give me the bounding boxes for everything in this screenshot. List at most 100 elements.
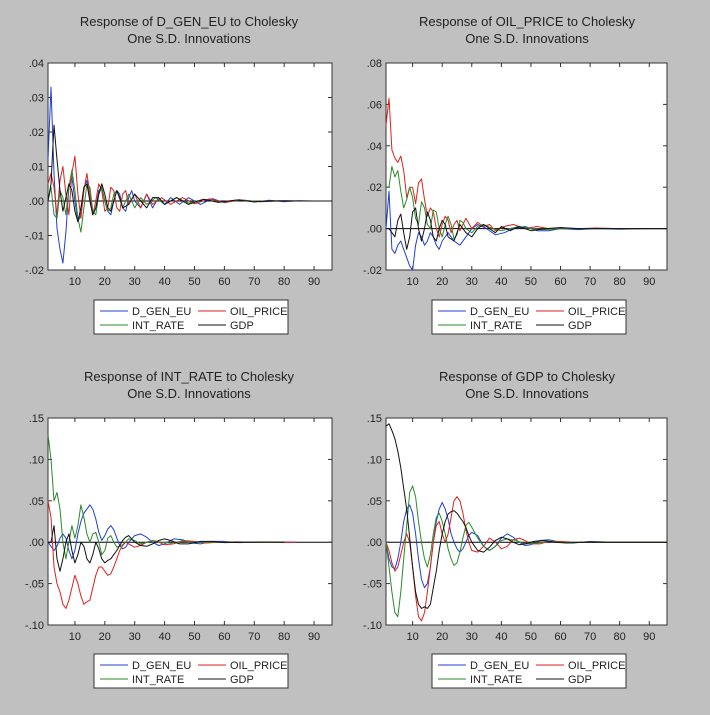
- y-tick-label: .05: [29, 496, 44, 508]
- x-tick-label: 90: [643, 276, 655, 288]
- chart-title: Response of D_GEN_EU to Cholesky: [80, 14, 299, 29]
- series-line-gdp: [386, 207, 667, 250]
- y-tick-label: .00: [29, 196, 44, 208]
- series-line-d-gen-eu: [385, 190, 667, 271]
- y-tick-label: -.10: [25, 620, 44, 632]
- y-tick-label: -.01: [25, 231, 44, 243]
- legend-box: [431, 653, 627, 689]
- legend: D_GEN_EU OIL_PRICE INT_RATE GDP: [93, 299, 289, 335]
- legend-label: OIL_PRICE: [568, 660, 625, 672]
- x-tick-label: 90: [308, 276, 320, 288]
- series-line-gdp: [48, 525, 285, 572]
- x-tick-label: 60: [554, 276, 566, 288]
- legend-label: INT_RATE: [470, 674, 522, 686]
- chart-subtitle: One S.D. Innovations: [465, 31, 589, 46]
- y-tick-label: .04: [29, 58, 44, 70]
- x-tick-label: 30: [129, 631, 141, 643]
- y-tick-label: -.10: [363, 620, 382, 632]
- series-line-d-gen-eu: [47, 504, 297, 560]
- legend-label: D_GEN_EU: [132, 660, 191, 672]
- y-tick-label: -.05: [363, 579, 382, 591]
- x-tick-label: 70: [248, 276, 260, 288]
- legend-label: GDP: [568, 674, 592, 686]
- x-tick-label: 40: [495, 631, 507, 643]
- series-line-oil-price: [385, 496, 667, 622]
- x-tick-label: 40: [495, 276, 507, 288]
- series-line-int-rate: [47, 169, 332, 233]
- y-tick-label: .00: [367, 537, 382, 549]
- series-line-oil-price: [47, 500, 297, 609]
- x-tick-label: 80: [614, 276, 626, 288]
- series-line-gdp: [47, 124, 332, 223]
- x-tick-label: 10: [406, 276, 418, 288]
- chart-panel-4: Response of GDP to Cholesky One S.D. Inno…: [363, 369, 668, 689]
- x-tick-label: 50: [188, 631, 200, 643]
- y-tick-label: .01: [29, 162, 44, 174]
- y-tick-label: .06: [367, 99, 382, 111]
- chart-panel-3: Response of INT_RATE to Cholesky One S.D.…: [25, 369, 333, 689]
- x-tick-label: 60: [554, 631, 566, 643]
- y-tick-label: .15: [29, 413, 44, 425]
- chart-subtitle: One S.D. Innovations: [127, 386, 251, 401]
- chart-subtitle: One S.D. Innovations: [465, 386, 589, 401]
- chart-subtitle: One S.D. Innovations: [127, 31, 251, 46]
- legend-label: GDP: [230, 320, 254, 332]
- chart-title: Response of OIL_PRICE to Cholesky: [419, 14, 636, 29]
- x-tick-label: 50: [525, 276, 537, 288]
- x-tick-label: 70: [584, 276, 596, 288]
- x-tick-label: 80: [278, 276, 290, 288]
- x-tick-label: 40: [158, 631, 170, 643]
- series-line-oil-price: [47, 155, 332, 219]
- legend-label: D_GEN_EU: [470, 306, 529, 318]
- x-tick-label: 10: [69, 631, 81, 643]
- plot-area: [385, 417, 668, 626]
- y-tick-label: .00: [29, 537, 44, 549]
- y-tick-label: .10: [367, 454, 382, 466]
- plot-area: [47, 62, 333, 271]
- y-tick-label: -.02: [25, 265, 44, 277]
- series-line-int-rate: [386, 166, 667, 240]
- y-tick-label: .05: [367, 496, 382, 508]
- series-line-gdp: [385, 423, 667, 609]
- x-tick-label: 80: [278, 631, 290, 643]
- legend-label: D_GEN_EU: [470, 660, 529, 672]
- x-tick-label: 60: [218, 631, 230, 643]
- y-tick-label: .08: [367, 58, 382, 70]
- x-tick-label: 30: [466, 631, 478, 643]
- x-tick-label: 50: [525, 631, 537, 643]
- y-tick-label: .10: [29, 454, 44, 466]
- x-tick-label: 30: [129, 276, 141, 288]
- x-tick-label: 70: [248, 631, 260, 643]
- legend-box: [431, 299, 627, 335]
- x-tick-label: 10: [406, 631, 418, 643]
- legend: D_GEN_EU OIL_PRICE INT_RATE GDP: [431, 653, 627, 689]
- x-tick-label: 30: [466, 276, 478, 288]
- x-tick-label: 20: [99, 276, 111, 288]
- x-tick-label: 10: [69, 276, 81, 288]
- legend: D_GEN_EU OIL_PRICE INT_RATE GDP: [431, 299, 627, 335]
- chart-panel-2: Response of OIL_PRICE to Cholesky One S.D…: [363, 14, 668, 335]
- y-tick-label: -.02: [363, 265, 382, 277]
- x-tick-label: 20: [436, 276, 448, 288]
- legend-label: OIL_PRICE: [568, 306, 625, 318]
- x-tick-label: 40: [158, 276, 170, 288]
- x-tick-label: 90: [308, 631, 320, 643]
- y-tick-label: .03: [29, 93, 44, 105]
- y-tick-label: .04: [367, 141, 382, 153]
- x-tick-label: 20: [436, 631, 448, 643]
- legend-box: [93, 653, 289, 689]
- y-tick-label: -.05: [25, 579, 44, 591]
- legend-box: [93, 299, 289, 335]
- legend-label: INT_RATE: [470, 320, 522, 332]
- y-tick-label: .15: [367, 413, 382, 425]
- series-line-int-rate: [47, 434, 285, 560]
- legend-label: GDP: [568, 320, 592, 332]
- chart-panel-1: Response of D_GEN_EU to Cholesky One S.D.…: [25, 14, 333, 335]
- x-tick-label: 80: [614, 631, 626, 643]
- legend-label: INT_RATE: [132, 320, 184, 332]
- legend-label: OIL_PRICE: [230, 660, 287, 672]
- x-tick-label: 70: [584, 631, 596, 643]
- y-tick-label: .00: [367, 224, 382, 236]
- x-tick-label: 90: [643, 631, 655, 643]
